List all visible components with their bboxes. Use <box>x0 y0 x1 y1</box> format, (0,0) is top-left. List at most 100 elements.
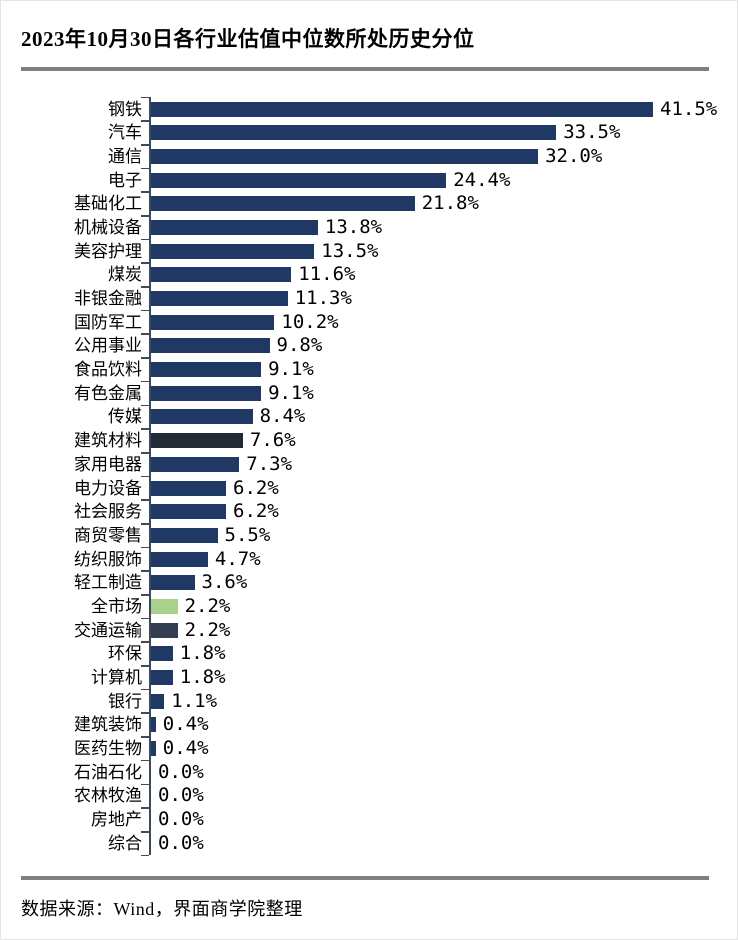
value-label: 10.2% <box>281 310 339 333</box>
plot-zone: 13.8% <box>141 215 719 240</box>
bar <box>151 385 262 401</box>
value-label: 4.7% <box>214 547 261 570</box>
bar-row: 房地产 0.0% <box>21 807 719 833</box>
bar-row: 石油石化 0.0% <box>21 760 719 785</box>
plot-zone: 33.5% <box>141 120 719 146</box>
plot-zone: 0.0% <box>141 784 719 809</box>
bar <box>151 741 156 757</box>
category-label: 社会服务 <box>74 502 142 522</box>
category-label: 基础化工 <box>74 194 142 214</box>
category-label: 石油石化 <box>74 762 142 782</box>
plot-zone: 1.8% <box>141 642 719 667</box>
bar-row: 有色金属 9.1% <box>21 381 719 406</box>
value-label: 0.0% <box>158 831 204 854</box>
bar-row: 电子 24.4% <box>21 168 719 193</box>
bar-row: 轻工制造 3.6% <box>21 570 719 596</box>
bar <box>151 693 165 709</box>
bar-row: 银行 1.1% <box>21 689 719 714</box>
value-label: 1.8% <box>179 642 226 665</box>
plot-zone: 11.6% <box>141 263 719 288</box>
category-label: 医药生物 <box>74 739 142 759</box>
bar-row: 家用电器 7.3% <box>21 452 719 477</box>
bar <box>151 196 415 212</box>
bar <box>151 291 288 307</box>
plot-zone: 2.2% <box>141 594 719 619</box>
bar-row: 建筑装饰 0.4% <box>21 713 719 738</box>
bar <box>151 717 156 733</box>
value-label: 24.4% <box>453 168 511 191</box>
category-label: 环保 <box>108 644 142 664</box>
bar <box>151 172 447 188</box>
bar-row: 公用事业 9.8% <box>21 334 719 359</box>
bar-row: 食品饮料 9.1% <box>21 357 719 383</box>
plot-zone: 5.5% <box>141 523 719 548</box>
category-label: 商贸零售 <box>74 525 142 545</box>
bar-chart: 钢铁 41.5% 汽车 33.5% 通信 32.0% 电子 24.4% 基础化工… <box>21 96 719 856</box>
plot-zone: 0.0% <box>141 760 719 785</box>
plot-zone: 4.7% <box>141 547 719 572</box>
value-label: 11.3% <box>294 287 352 310</box>
bar <box>151 622 178 638</box>
bar-row: 汽车 33.5% <box>21 120 719 146</box>
plot-zone: 32.0% <box>141 144 719 169</box>
category-label: 电子 <box>108 170 142 190</box>
bar <box>151 551 208 567</box>
value-label: 9.8% <box>276 334 323 357</box>
category-label: 农林牧渔 <box>74 786 142 806</box>
bar-row: 综合 0.0% <box>21 831 719 856</box>
value-label: 3.6% <box>201 571 248 594</box>
category-label: 综合 <box>108 833 142 853</box>
value-label: 0.4% <box>162 737 209 760</box>
bar-row: 环保 1.8% <box>21 642 719 667</box>
category-label: 煤炭 <box>108 265 142 285</box>
plot-zone: 9.1% <box>141 357 719 383</box>
bar-row: 商贸零售 5.5% <box>21 523 719 548</box>
bar <box>151 575 195 591</box>
bar-row: 美容护理 13.5% <box>21 239 719 264</box>
category-label: 非银金融 <box>74 289 142 309</box>
category-label: 轻工制造 <box>74 573 142 593</box>
category-label: 房地产 <box>91 810 142 830</box>
value-label: 0.0% <box>158 808 204 831</box>
bar-row: 煤炭 11.6% <box>21 263 719 288</box>
category-label: 全市场 <box>91 596 142 616</box>
bar-row: 纺织服饰 4.7% <box>21 547 719 572</box>
value-label: 13.5% <box>321 239 379 262</box>
bar <box>151 148 539 164</box>
bar <box>151 338 270 354</box>
bar <box>151 527 218 543</box>
plot-zone: 7.3% <box>141 452 719 477</box>
plot-zone: 1.8% <box>141 665 719 691</box>
value-label: 7.3% <box>246 452 293 475</box>
chart-title: 2023年10月30日各行业估值中位数所处历史分位 <box>21 27 475 51</box>
value-label: 33.5% <box>563 121 621 144</box>
category-label: 建筑装饰 <box>74 715 142 735</box>
bar <box>151 598 178 614</box>
bar-row: 非银金融 11.3% <box>21 286 719 312</box>
bar-row: 社会服务 6.2% <box>21 499 719 525</box>
plot-zone: 0.0% <box>141 831 719 856</box>
category-label: 计算机 <box>91 668 142 688</box>
value-label: 0.4% <box>162 713 209 736</box>
plot-zone: 41.5% <box>141 96 719 122</box>
bar-row: 电力设备 6.2% <box>21 476 719 501</box>
value-label: 32.0% <box>545 144 603 167</box>
bar-row: 建筑材料 7.6% <box>21 428 719 454</box>
plot-zone: 7.6% <box>141 428 719 454</box>
bar-row: 传媒 8.4% <box>21 405 719 430</box>
plot-zone: 13.5% <box>141 239 719 264</box>
value-label: 9.1% <box>268 358 314 381</box>
value-label: 0.0% <box>158 760 204 783</box>
bar-row: 计算机 1.8% <box>21 665 719 691</box>
category-label: 国防军工 <box>74 312 142 332</box>
category-label: 美容护理 <box>74 241 142 261</box>
plot-zone: 9.8% <box>141 334 719 359</box>
category-label: 建筑材料 <box>74 431 142 451</box>
bar <box>151 409 253 425</box>
bar <box>151 243 315 259</box>
plot-zone: 6.2% <box>141 476 719 501</box>
value-label: 41.5% <box>660 97 718 120</box>
page: 2023年10月30日各行业估值中位数所处历史分位 钢铁 41.5% 汽车 33… <box>1 1 737 921</box>
category-label: 银行 <box>108 691 142 711</box>
value-label: 2.2% <box>184 618 231 641</box>
